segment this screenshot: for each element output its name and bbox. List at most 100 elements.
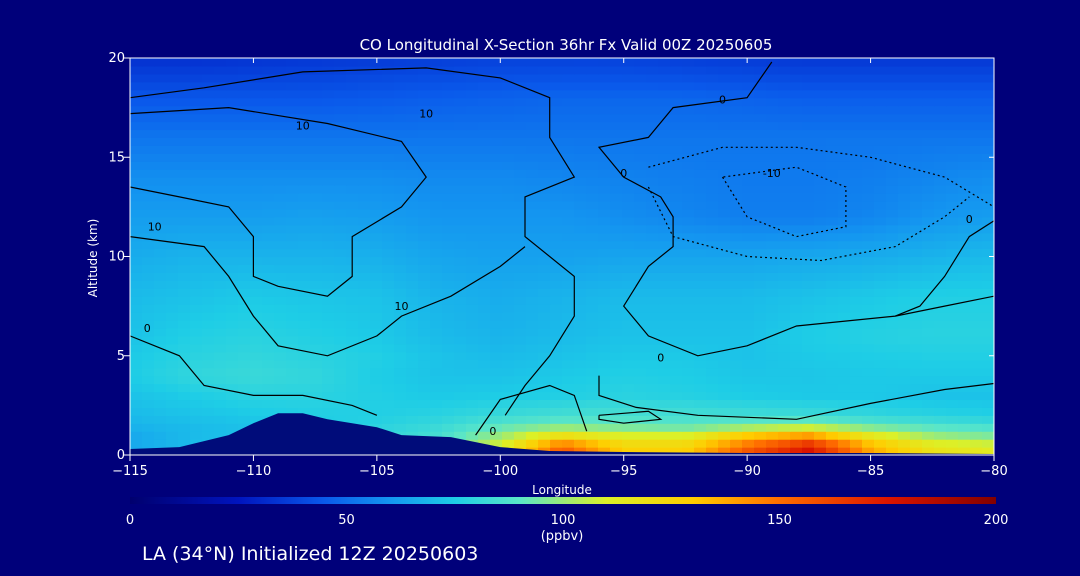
heatmap-cell [766, 224, 779, 234]
heatmap-cell [490, 129, 503, 138]
heatmap-cell [466, 320, 479, 329]
heatmap-cell [490, 343, 503, 353]
heatmap-cell [814, 399, 827, 408]
heatmap-cell [658, 161, 671, 170]
heatmap-cell [490, 224, 503, 234]
heatmap-cell [610, 359, 623, 369]
heatmap-cell [526, 248, 539, 258]
heatmap-cell [130, 240, 143, 250]
heatmap-cell [658, 232, 671, 242]
heatmap-cell [766, 320, 779, 329]
heatmap-cell [190, 216, 203, 226]
heatmap-cell [226, 58, 239, 67]
heatmap-cell [646, 391, 659, 401]
heatmap-cell [238, 177, 251, 186]
heatmap-cell [862, 312, 875, 321]
heatmap-cell [694, 153, 707, 162]
heatmap-cell [514, 129, 527, 138]
heatmap-cell [262, 327, 275, 337]
heatmap-cell [562, 423, 575, 432]
heatmap-cell [454, 431, 467, 440]
heatmap-cell [382, 248, 395, 258]
heatmap-cell [310, 272, 323, 281]
heatmap-cell [130, 312, 143, 321]
heatmap-cell [130, 137, 143, 146]
heatmap-cell [790, 200, 803, 210]
heatmap-cell [646, 129, 659, 138]
heatmap-cell [274, 121, 287, 131]
heatmap-cell [586, 248, 599, 258]
heatmap-cell [190, 145, 203, 154]
heatmap-cell [430, 343, 443, 353]
heatmap-cell [214, 65, 227, 75]
heatmap-cell [454, 415, 467, 424]
heatmap-cell [298, 169, 311, 178]
heatmap-cell [538, 97, 551, 107]
heatmap-cell [514, 161, 527, 170]
heatmap-cell [166, 407, 179, 416]
heatmap-cell [946, 335, 959, 345]
heatmap-cell [142, 415, 155, 424]
heatmap-cell [214, 240, 227, 250]
heatmap-cell [418, 248, 431, 258]
heatmap-cell [958, 304, 971, 313]
heatmap-cell [574, 304, 587, 313]
heatmap-cell [478, 431, 491, 440]
heatmap-cell [382, 343, 395, 353]
heatmap-cell [766, 216, 779, 226]
heatmap-cell [862, 58, 875, 67]
heatmap-cell [238, 224, 251, 234]
heatmap-cell [298, 320, 311, 329]
heatmap-cell [550, 351, 563, 361]
heatmap-cell [142, 391, 155, 401]
heatmap-cell [418, 208, 431, 218]
heatmap-cell [310, 89, 323, 99]
heatmap-cell [754, 312, 767, 321]
heatmap-cell [826, 200, 839, 210]
heatmap-cell [562, 256, 575, 266]
heatmap-cell [382, 224, 395, 234]
heatmap-cell [934, 240, 947, 250]
heatmap-cell [622, 58, 635, 67]
heatmap-cell [322, 399, 335, 408]
heatmap-cell [130, 105, 143, 115]
heatmap-cell [226, 343, 239, 353]
heatmap-cell [706, 121, 719, 131]
heatmap-cell [514, 153, 527, 162]
x-tick-label: −90 [733, 464, 760, 479]
heatmap-cell [214, 169, 227, 178]
heatmap-cell [538, 327, 551, 337]
heatmap-cell [934, 121, 947, 131]
heatmap-cell [346, 161, 359, 170]
heatmap-cell [394, 185, 407, 194]
heatmap-cell [814, 280, 827, 289]
heatmap-cell [382, 200, 395, 210]
heatmap-cell [514, 280, 527, 289]
heatmap-cell [514, 439, 527, 448]
heatmap-cell [802, 248, 815, 258]
heatmap-cell [310, 320, 323, 329]
heatmap-cell [658, 423, 671, 432]
heatmap-cell [358, 58, 371, 67]
y-tick-label: 20 [108, 51, 125, 66]
heatmap-cell [922, 304, 935, 313]
heatmap-cell [850, 113, 863, 123]
heatmap-cell [142, 327, 155, 337]
heatmap-cell [514, 240, 527, 250]
heatmap-cell [838, 97, 851, 107]
heatmap-cell [622, 375, 635, 385]
heatmap-cell [718, 105, 731, 115]
heatmap-cell [190, 58, 203, 67]
heatmap-cell [538, 129, 551, 138]
heatmap-cell [430, 73, 443, 83]
heatmap-cell [478, 185, 491, 194]
heatmap-cell [610, 272, 623, 281]
heatmap-cell [766, 304, 779, 313]
heatmap-cell [202, 359, 215, 369]
heatmap-cell [238, 256, 251, 266]
heatmap-cell [310, 375, 323, 385]
heatmap-cell [742, 399, 755, 408]
heatmap-cell [838, 312, 851, 321]
heatmap-cell [178, 320, 191, 329]
heatmap-cell [262, 153, 275, 162]
